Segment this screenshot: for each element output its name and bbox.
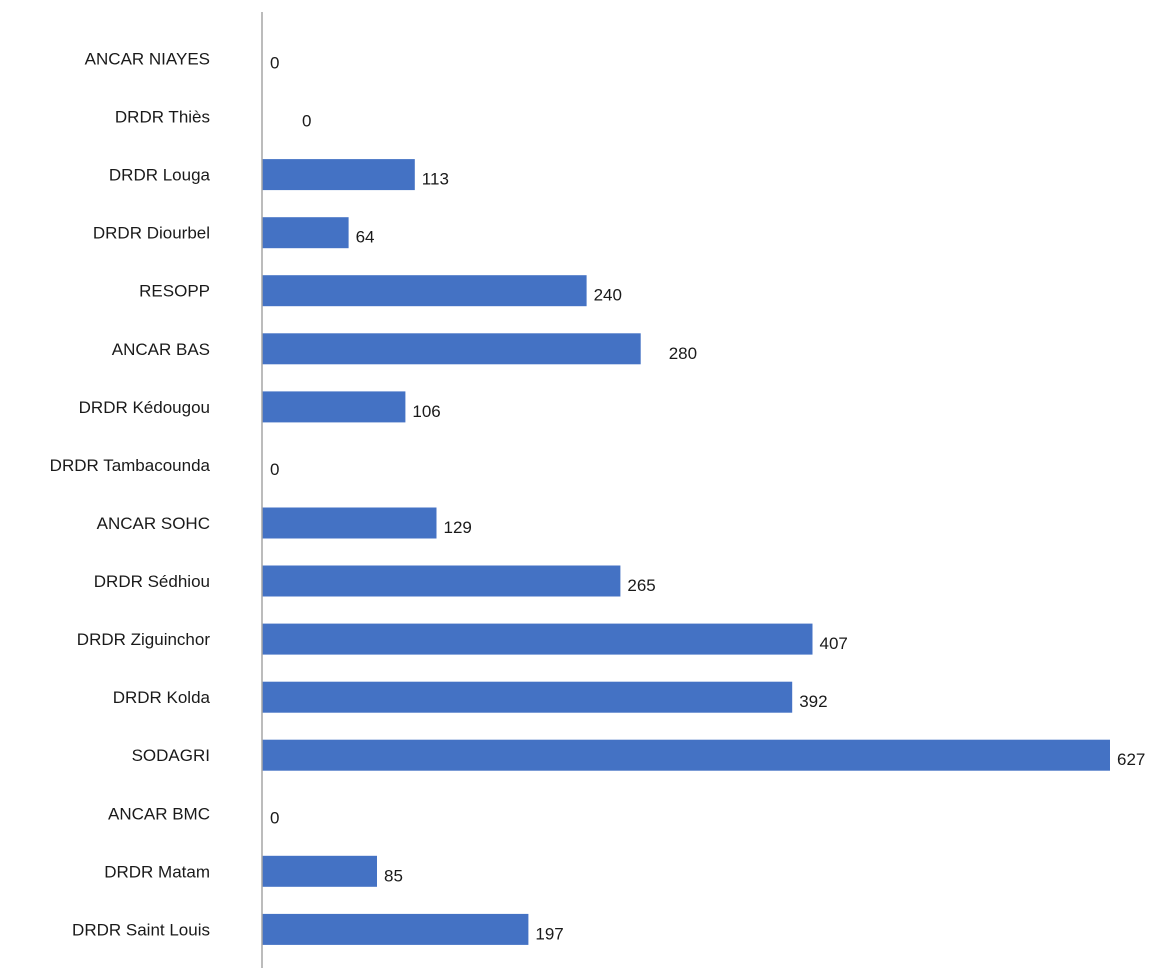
value-label: 0 bbox=[302, 112, 311, 131]
value-label: 0 bbox=[270, 54, 279, 73]
category-label: ANCAR SOHC bbox=[97, 514, 210, 533]
category-label: DRDR Saint Louis bbox=[72, 920, 210, 939]
category-label: SODAGRI bbox=[132, 746, 210, 765]
value-label: 0 bbox=[270, 808, 279, 827]
bar bbox=[262, 391, 406, 423]
category-label: DRDR Kédougou bbox=[79, 398, 210, 417]
value-label: 64 bbox=[356, 228, 375, 247]
value-label: 0 bbox=[270, 460, 279, 479]
bar bbox=[262, 275, 587, 307]
category-label: DRDR Diourbel bbox=[93, 224, 210, 243]
bar bbox=[262, 333, 641, 365]
category-label: RESOPP bbox=[139, 282, 210, 301]
bar bbox=[262, 681, 793, 713]
category-label: DRDR Kolda bbox=[113, 688, 211, 707]
value-label: 392 bbox=[799, 692, 827, 711]
value-label: 265 bbox=[627, 576, 655, 595]
value-label: 85 bbox=[384, 866, 403, 885]
category-label: ANCAR BMC bbox=[108, 804, 210, 823]
bar bbox=[262, 739, 1110, 771]
category-label: DRDR Louga bbox=[109, 166, 211, 185]
bar bbox=[262, 623, 813, 655]
category-label: DRDR Thiès bbox=[115, 108, 210, 127]
value-label: 113 bbox=[422, 170, 449, 189]
value-label: 407 bbox=[820, 634, 848, 653]
value-label: 129 bbox=[444, 518, 472, 537]
value-label: 627 bbox=[1117, 750, 1145, 769]
category-label: DRDR Matam bbox=[104, 862, 210, 881]
category-label: ANCAR BAS bbox=[112, 340, 210, 359]
value-labels-group: 0011364240280106012926540739262708519732… bbox=[270, 54, 1145, 944]
value-label: 106 bbox=[412, 402, 440, 421]
bar bbox=[262, 507, 437, 539]
category-labels-group: ANCAR NIAYES DRDR Thiès DRDR Louga DRDR Dio… bbox=[50, 50, 211, 940]
bar bbox=[262, 855, 377, 887]
category-label: DRDR Tambacounda bbox=[50, 456, 211, 475]
bar bbox=[262, 217, 349, 249]
category-label: DRDR Ziguinchor bbox=[77, 630, 211, 649]
category-label: DRDR Sédhiou bbox=[94, 572, 210, 591]
value-label: 197 bbox=[535, 924, 563, 943]
bars-group bbox=[262, 159, 1110, 974]
bar bbox=[262, 913, 529, 945]
value-label: 280 bbox=[669, 344, 697, 363]
value-label: 240 bbox=[594, 286, 622, 305]
bar bbox=[262, 159, 415, 191]
category-label: ANCAR NIAYES bbox=[85, 50, 210, 69]
bar bbox=[262, 565, 621, 597]
